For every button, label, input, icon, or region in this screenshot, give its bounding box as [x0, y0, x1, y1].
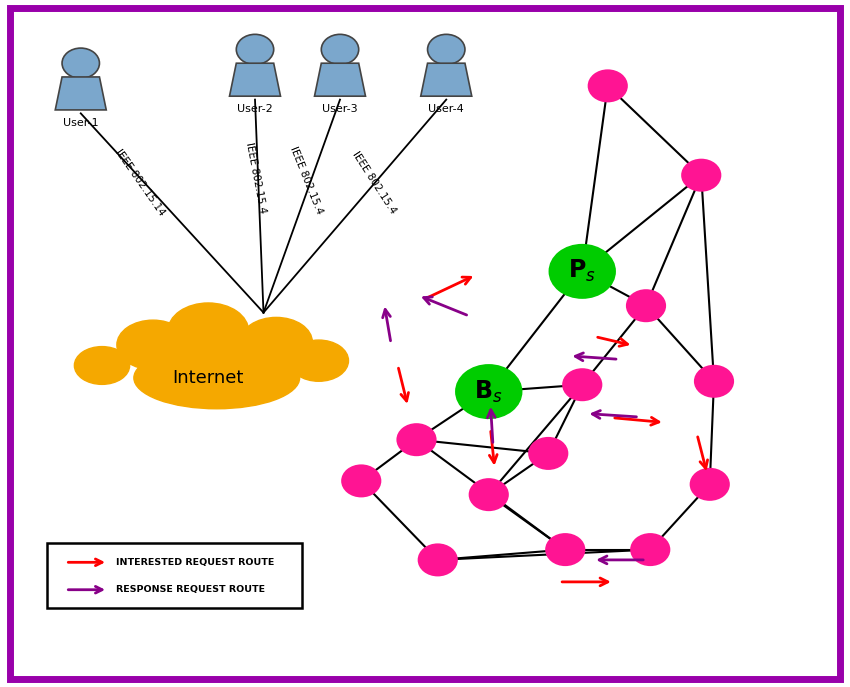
- Circle shape: [530, 438, 567, 469]
- Polygon shape: [335, 60, 345, 65]
- Text: User-4: User-4: [428, 104, 464, 115]
- Text: Internet: Internet: [173, 369, 244, 387]
- Text: IEEE 802.15.4: IEEE 802.15.4: [244, 142, 268, 214]
- Circle shape: [236, 34, 274, 65]
- Text: User-2: User-2: [237, 104, 273, 115]
- Polygon shape: [230, 63, 280, 96]
- Circle shape: [547, 534, 584, 565]
- Polygon shape: [250, 60, 260, 65]
- Text: P$_s$: P$_s$: [569, 258, 596, 284]
- Text: B$_s$: B$_s$: [474, 379, 503, 405]
- Circle shape: [428, 34, 465, 65]
- Polygon shape: [55, 77, 106, 110]
- Polygon shape: [421, 63, 472, 96]
- Ellipse shape: [289, 340, 348, 381]
- Circle shape: [456, 365, 521, 418]
- Circle shape: [683, 160, 720, 190]
- Polygon shape: [441, 60, 451, 65]
- Circle shape: [589, 71, 626, 101]
- Text: IEEE 802.15.4: IEEE 802.15.4: [350, 150, 398, 216]
- Circle shape: [343, 466, 380, 496]
- Circle shape: [470, 480, 507, 510]
- Text: IEEE 802.15.14: IEEE 802.15.14: [113, 148, 167, 218]
- Ellipse shape: [240, 317, 313, 367]
- Text: IEEE 802.15.4: IEEE 802.15.4: [288, 145, 325, 216]
- Circle shape: [627, 291, 665, 321]
- Circle shape: [550, 245, 615, 297]
- Circle shape: [564, 370, 601, 400]
- Circle shape: [695, 366, 733, 396]
- Circle shape: [398, 425, 435, 455]
- Circle shape: [632, 534, 669, 565]
- Text: RESPONSE REQUEST ROUTE: RESPONSE REQUEST ROUTE: [116, 585, 265, 594]
- Text: User-1: User-1: [63, 118, 99, 128]
- Ellipse shape: [167, 303, 248, 359]
- FancyBboxPatch shape: [10, 8, 840, 679]
- Circle shape: [419, 545, 456, 575]
- Ellipse shape: [75, 346, 129, 384]
- Text: INTERESTED REQUEST ROUTE: INTERESTED REQUEST ROUTE: [116, 558, 275, 567]
- Text: User-3: User-3: [322, 104, 358, 115]
- Circle shape: [62, 48, 99, 78]
- Polygon shape: [314, 63, 366, 96]
- Circle shape: [691, 469, 728, 499]
- Polygon shape: [76, 74, 86, 78]
- Ellipse shape: [133, 347, 299, 409]
- Ellipse shape: [116, 320, 189, 370]
- Circle shape: [321, 34, 359, 65]
- FancyBboxPatch shape: [47, 543, 302, 608]
